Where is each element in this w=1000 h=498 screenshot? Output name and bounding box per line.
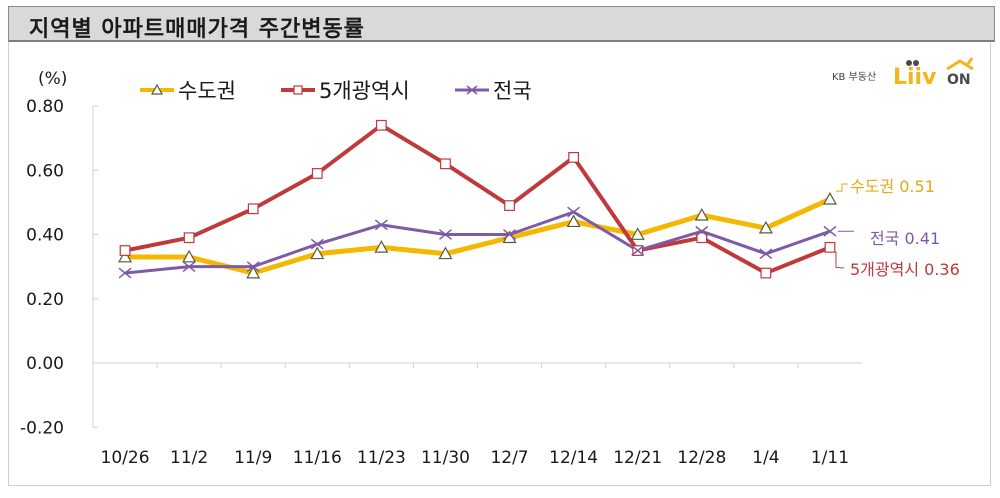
y-tick-label: 0.80: [26, 97, 64, 117]
triangle-marker-icon: [150, 83, 164, 95]
legend-label: 전국: [493, 79, 532, 103]
square-marker-icon: [440, 158, 451, 170]
end-value-label: 전국 0.41: [870, 229, 940, 248]
y-axis-ticks: 0.80 0.60 0.40 0.20 0.00 -0.20: [20, 97, 64, 438]
square-marker-icon: [696, 232, 708, 244]
legend-label: 5개광역시: [319, 79, 410, 103]
series-line: [125, 196, 831, 276]
x-marker-icon: [759, 248, 773, 260]
x-tick-label: 12/14: [549, 448, 598, 468]
triangle-marker-icon: [182, 249, 197, 263]
square-marker-icon: [375, 119, 387, 131]
y-tick-label: 0.60: [26, 161, 64, 181]
series-markers: [118, 206, 837, 279]
end-value-label: 수도권 0.51: [850, 177, 935, 196]
y-axis-unit: (%): [38, 69, 67, 89]
square-marker-icon: [119, 245, 131, 256]
x-tick-label: 1/11: [811, 448, 849, 468]
square-marker-icon: [504, 200, 515, 211]
triangle-marker-icon: [758, 220, 773, 234]
legend: 수도권 5개광역시 전국: [140, 79, 532, 103]
x-tick-label: 12/7: [490, 448, 528, 468]
x-marker-icon: [246, 261, 260, 273]
series-square: [124, 123, 831, 276]
x-marker-icon: [118, 267, 132, 279]
x-marker-icon: [374, 219, 388, 231]
leader-line: [835, 183, 848, 192]
triangle-marker-icon: [630, 227, 645, 240]
series-markers: [118, 191, 837, 279]
triangle-marker-icon: [566, 214, 581, 228]
square-marker-icon: [568, 152, 580, 163]
page-title: 지역별 아파트매매가격 주간변동률: [29, 17, 365, 42]
y-tick-label: 0.40: [26, 226, 64, 246]
y-tick-label: 0.20: [26, 290, 64, 310]
triangle-marker-icon: [246, 265, 261, 279]
logo-brand: Liiv: [893, 65, 937, 90]
square-marker-icon: [183, 232, 195, 244]
series-markers: [119, 119, 836, 279]
logo-suffix: ON: [947, 72, 971, 88]
x-tick-label: 11/2: [170, 448, 208, 468]
y-tick-label: 0.00: [26, 354, 64, 374]
x-marker-icon: [503, 229, 517, 240]
chart-axes: [92, 105, 862, 428]
x-tick-label: 11/23: [357, 448, 406, 468]
series-line: [124, 210, 831, 275]
kb-liiv-on-logo: KB 부동산 Liiv ON: [832, 57, 974, 90]
triangle-marker-icon: [822, 191, 837, 205]
x-marker-icon: [310, 238, 324, 250]
x-marker-icon: [631, 245, 645, 256]
x-marker-icon: [695, 225, 709, 237]
logo-roof-icon: [946, 57, 974, 71]
logo-dot-icon: [913, 60, 919, 66]
series-lines: [118, 119, 837, 279]
x-tick-label: 11/16: [293, 448, 342, 468]
end-annotations: 수도권 0.51 전국 0.41 5개광역시 0.36: [835, 177, 960, 279]
x-marker-icon: [182, 261, 196, 273]
square-marker-icon: [311, 168, 323, 179]
x-marker-icon: [823, 225, 837, 237]
square-marker-icon: [247, 203, 259, 215]
x-tick-label: 11/9: [234, 448, 272, 468]
series-line: [124, 123, 831, 276]
title-bar: 지역별 아파트매매가격 주간변동률: [8, 6, 995, 42]
legend-label: 수도권: [178, 79, 236, 103]
x-tick-label: 1/4: [752, 448, 779, 468]
square-marker-icon: [824, 241, 836, 253]
x-tick-label: 10/26: [101, 448, 150, 468]
logo-prefix: KB 부동산: [832, 71, 876, 83]
y-tick-label: -0.20: [20, 418, 64, 438]
end-value-label: 5개광역시 0.36: [850, 260, 960, 279]
leader-line: [835, 251, 844, 269]
triangle-marker-icon: [310, 246, 325, 260]
x-tick-label: 12/21: [613, 448, 662, 468]
series-x: [124, 210, 831, 275]
x-marker-icon: [438, 229, 452, 240]
chart-frame: [8, 42, 991, 486]
triangle-marker-icon: [118, 249, 133, 263]
x-tick-label: 12/28: [677, 448, 726, 468]
x-tick-label: 11/30: [421, 448, 470, 468]
logo-dot-icon: [906, 60, 912, 66]
x-marker-icon: [466, 85, 478, 95]
square-marker-icon: [760, 267, 772, 279]
x-marker-icon: [567, 206, 581, 218]
series-triangle: [125, 196, 831, 276]
square-marker-icon: [293, 85, 303, 95]
x-axis-ticks: 10/26 11/2 11/9 11/16 11/23 11/30 12/7 12/14 12/…: [101, 448, 850, 468]
triangle-marker-icon: [374, 240, 389, 253]
triangle-marker-icon: [438, 246, 453, 260]
triangle-marker-icon: [694, 207, 709, 221]
